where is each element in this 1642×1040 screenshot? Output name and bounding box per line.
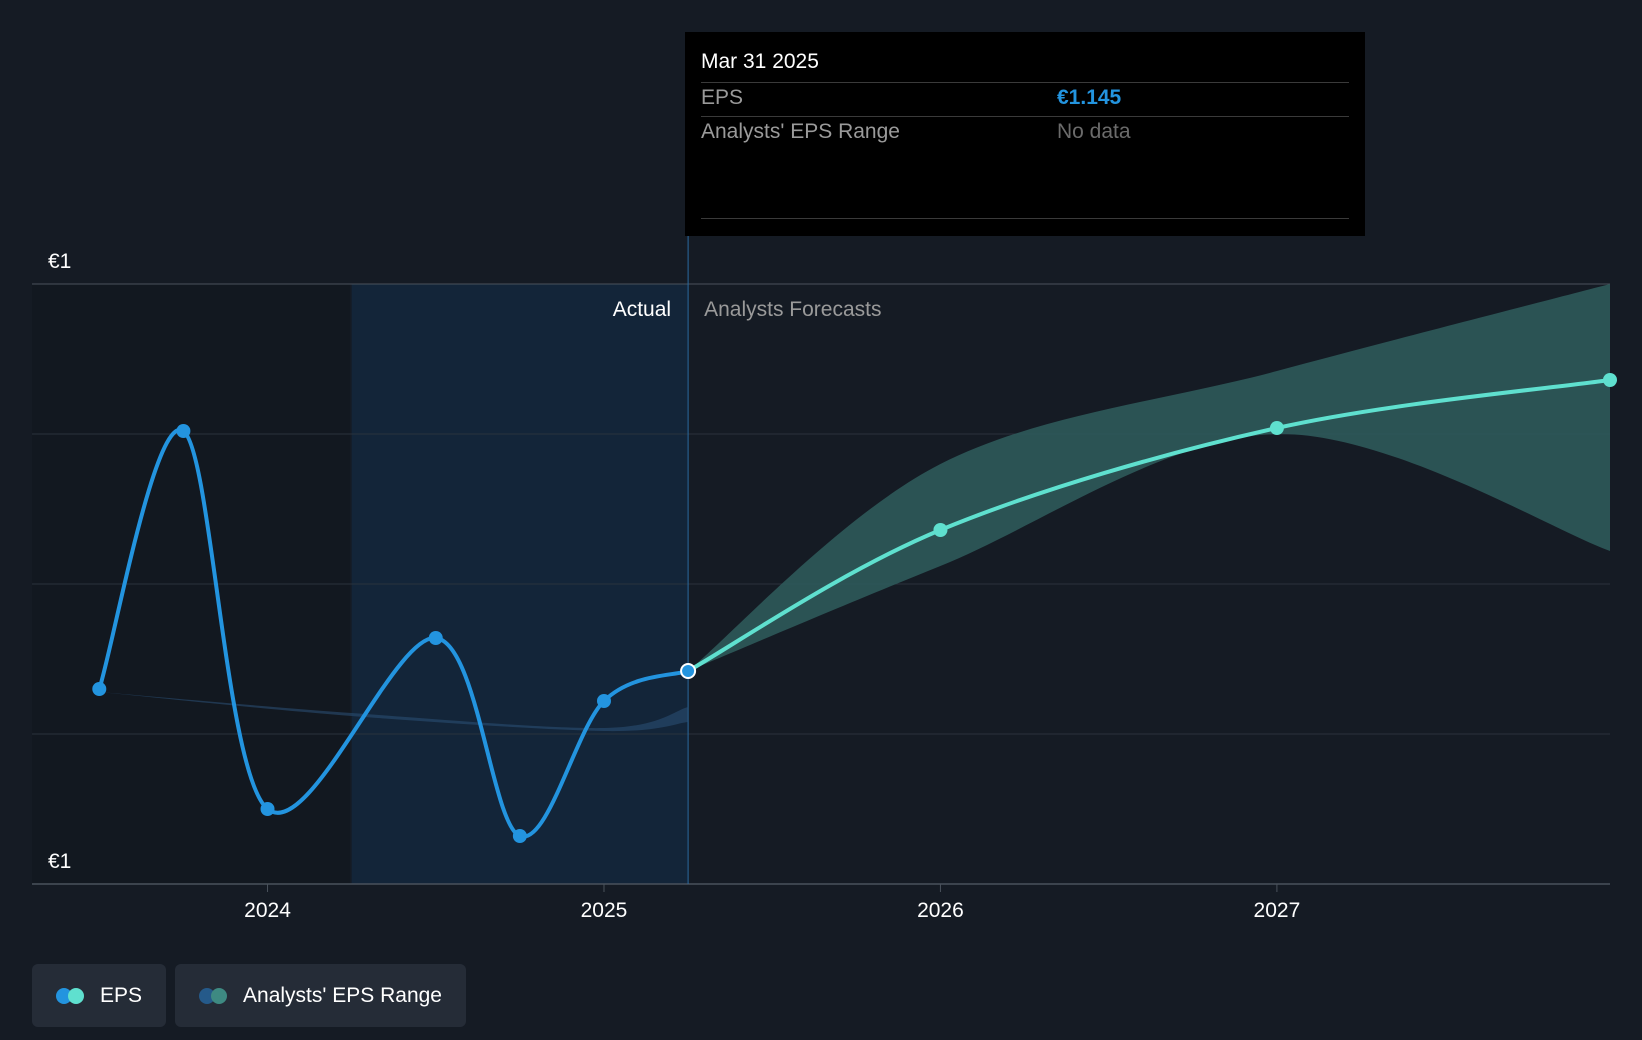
- legend: EPS Analysts' EPS Range: [32, 964, 466, 1027]
- legend-eps[interactable]: EPS: [32, 964, 167, 1027]
- legend-eps-range[interactable]: Analysts' EPS Range: [175, 964, 466, 1027]
- eps-legend-icon: [56, 987, 86, 1004]
- legend-eps-range-label: Analysts' EPS Range: [243, 983, 442, 1007]
- tooltip-eps-value: €1.145: [1057, 86, 1122, 109]
- eps-actual-point[interactable]: [596, 694, 611, 708]
- eps-actual-point[interactable]: [92, 682, 107, 696]
- legend-eps-label: EPS: [100, 983, 143, 1007]
- eps-forecast-line: [686, 378, 1612, 673]
- eps-actual-point[interactable]: [428, 631, 443, 645]
- x-tick-label: 2026: [917, 899, 964, 922]
- y-axis-label-top: €1: [48, 250, 71, 273]
- eps-actual-point[interactable]: [512, 829, 527, 843]
- tooltip-eps-label: EPS: [701, 86, 744, 109]
- eps-forecast-point[interactable]: [1603, 373, 1617, 387]
- eps-actual-point[interactable]: [260, 802, 275, 816]
- eps-forecast-point[interactable]: [933, 523, 948, 537]
- tooltip-range-label: Analysts' EPS Range: [701, 120, 900, 143]
- eps-range-band-forecast: [688, 284, 1610, 671]
- eps-range-band-historical: [99, 692, 689, 732]
- eps-selected-point[interactable]: [680, 663, 697, 679]
- forecast-label: Analysts Forecasts: [704, 298, 881, 321]
- eps-forecast-point[interactable]: [1269, 421, 1284, 435]
- tooltip-divider: [701, 116, 1349, 117]
- tooltip: Mar 31 2025 EPS €1.145 Analysts' EPS Ran…: [685, 32, 1365, 236]
- tooltip-divider: [701, 218, 1349, 219]
- y-axis-label-bottom: €1: [48, 850, 71, 873]
- x-tick-label: 2025: [581, 899, 628, 922]
- x-tick-label: 2024: [244, 899, 291, 922]
- actual-label: Actual: [613, 298, 671, 321]
- tooltip-range-value: No data: [1057, 120, 1131, 143]
- eps-actual-point[interactable]: [176, 424, 191, 438]
- x-tick-label: 2027: [1254, 899, 1301, 922]
- tooltip-date: Mar 31 2025: [701, 50, 819, 73]
- tooltip-divider: [701, 82, 1349, 83]
- eps-range-legend-icon: [199, 987, 229, 1004]
